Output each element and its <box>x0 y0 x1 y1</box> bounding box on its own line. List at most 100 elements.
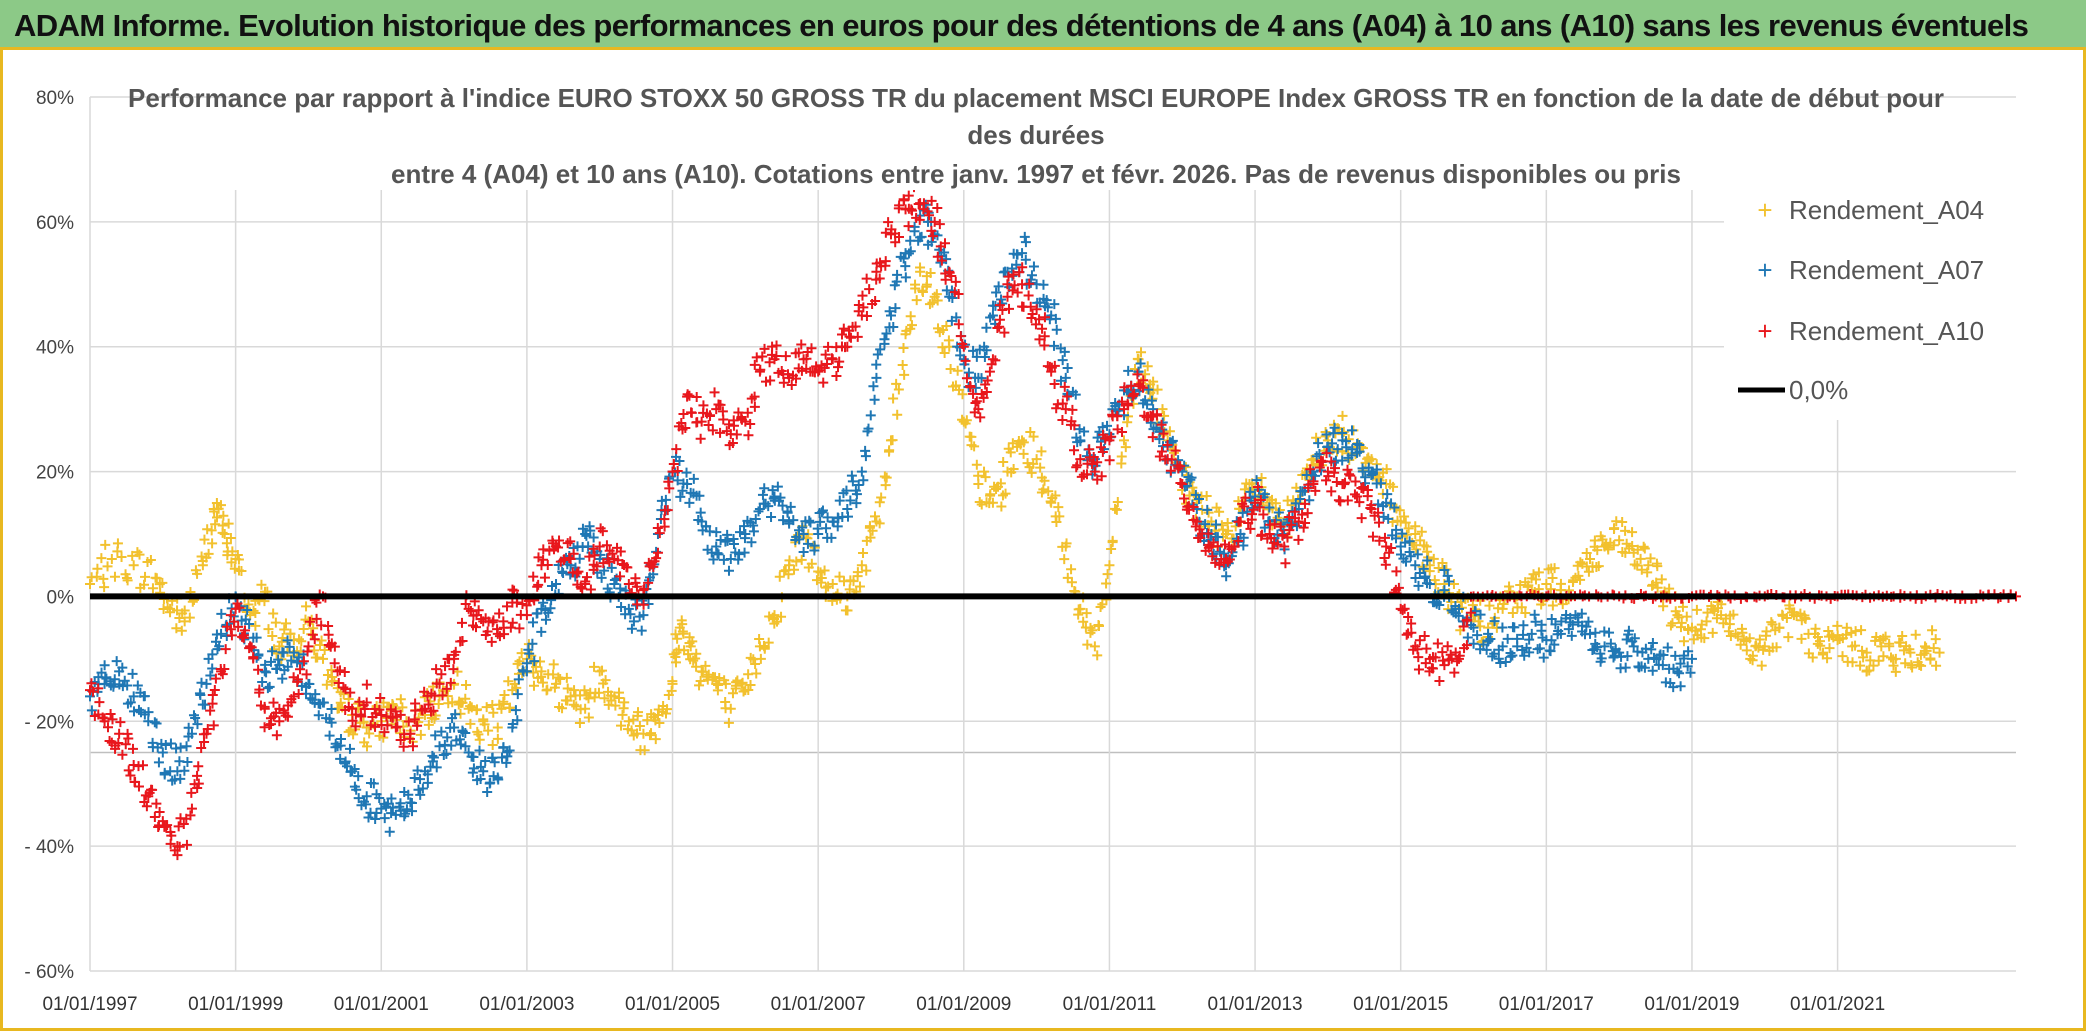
data-point <box>1413 652 1424 663</box>
data-point <box>266 656 277 667</box>
data-point <box>1132 369 1143 380</box>
data-point <box>885 310 896 321</box>
data-point <box>833 362 844 373</box>
data-point <box>481 702 492 713</box>
data-point <box>674 456 685 467</box>
data-point <box>1403 612 1414 622</box>
data-point <box>1707 627 1718 638</box>
data-point <box>1419 573 1430 584</box>
data-point <box>397 702 408 713</box>
data-point <box>1652 582 1663 593</box>
data-point <box>1051 517 1062 528</box>
data-point <box>125 770 136 781</box>
data-point <box>589 661 600 672</box>
data-point <box>1681 611 1692 622</box>
data-point <box>1507 608 1518 619</box>
data-point <box>472 726 483 737</box>
data-point <box>340 756 351 767</box>
data-point <box>1017 248 1028 259</box>
data-point <box>853 480 864 491</box>
data-point <box>1177 479 1188 490</box>
data-point <box>1747 650 1758 661</box>
data-point <box>186 787 197 798</box>
data-point <box>99 660 110 671</box>
data-point <box>335 665 345 676</box>
data-point <box>1807 652 1818 663</box>
data-point <box>99 716 110 727</box>
data-point <box>695 433 706 444</box>
data-point <box>1202 504 1213 515</box>
data-point <box>580 529 591 539</box>
data-point <box>1401 529 1412 540</box>
data-point <box>1162 440 1173 451</box>
data-point <box>259 703 270 714</box>
data-point <box>607 548 618 559</box>
data-point <box>615 583 626 594</box>
data-point <box>1354 446 1365 457</box>
data-point <box>777 500 788 511</box>
data-point <box>802 538 813 549</box>
data-point <box>879 471 890 482</box>
data-point <box>1156 419 1167 430</box>
data-point <box>1647 637 1658 648</box>
data-point <box>1541 578 1552 589</box>
data-point <box>1028 261 1039 272</box>
data-point <box>1291 521 1302 532</box>
data-point <box>1472 630 1483 641</box>
data-point <box>978 392 989 403</box>
data-point <box>1814 636 1825 647</box>
data-point <box>304 616 315 627</box>
data-point <box>253 649 264 660</box>
data-point <box>763 637 774 648</box>
data-point <box>1413 664 1424 675</box>
data-point <box>745 680 756 691</box>
data-point <box>238 632 249 643</box>
data-point <box>1119 382 1130 393</box>
data-point <box>376 710 387 721</box>
data-point <box>1683 646 1694 657</box>
data-point <box>759 343 770 354</box>
data-point <box>714 673 725 684</box>
data-point <box>127 550 138 561</box>
data-point <box>375 692 386 703</box>
data-point <box>350 721 361 732</box>
data-point <box>992 323 1003 334</box>
data-point <box>268 697 279 708</box>
data-point <box>953 289 964 300</box>
data-point <box>214 641 225 652</box>
data-point <box>454 734 465 745</box>
data-point <box>557 703 568 714</box>
data-point <box>1850 640 1861 651</box>
data-point <box>1796 633 1807 644</box>
data-point <box>298 623 309 634</box>
data-point <box>428 705 439 716</box>
data-point <box>1890 666 1901 677</box>
x-tick-label: 01/01/2009 <box>916 994 1011 1015</box>
data-point <box>137 760 148 771</box>
data-point <box>1448 579 1459 590</box>
data-point <box>970 397 981 408</box>
data-point <box>1020 237 1031 248</box>
data-point <box>791 373 802 384</box>
data-point <box>871 359 882 370</box>
data-point <box>1165 465 1176 476</box>
data-point <box>1036 446 1047 457</box>
data-point <box>957 389 968 400</box>
data-point <box>529 656 540 667</box>
data-point <box>259 722 270 733</box>
data-point <box>615 546 626 557</box>
data-point <box>431 664 442 675</box>
data-point <box>688 473 699 484</box>
data-point <box>836 329 847 340</box>
data-point <box>783 569 794 580</box>
data-point <box>539 572 550 583</box>
data-point <box>1382 489 1393 500</box>
data-point <box>851 489 862 500</box>
data-point <box>1311 432 1322 443</box>
data-point <box>207 689 218 700</box>
data-point <box>1509 622 1520 633</box>
data-point <box>1337 410 1348 421</box>
data-point <box>471 704 482 715</box>
data-point <box>460 693 471 704</box>
data-point <box>1690 625 1701 636</box>
